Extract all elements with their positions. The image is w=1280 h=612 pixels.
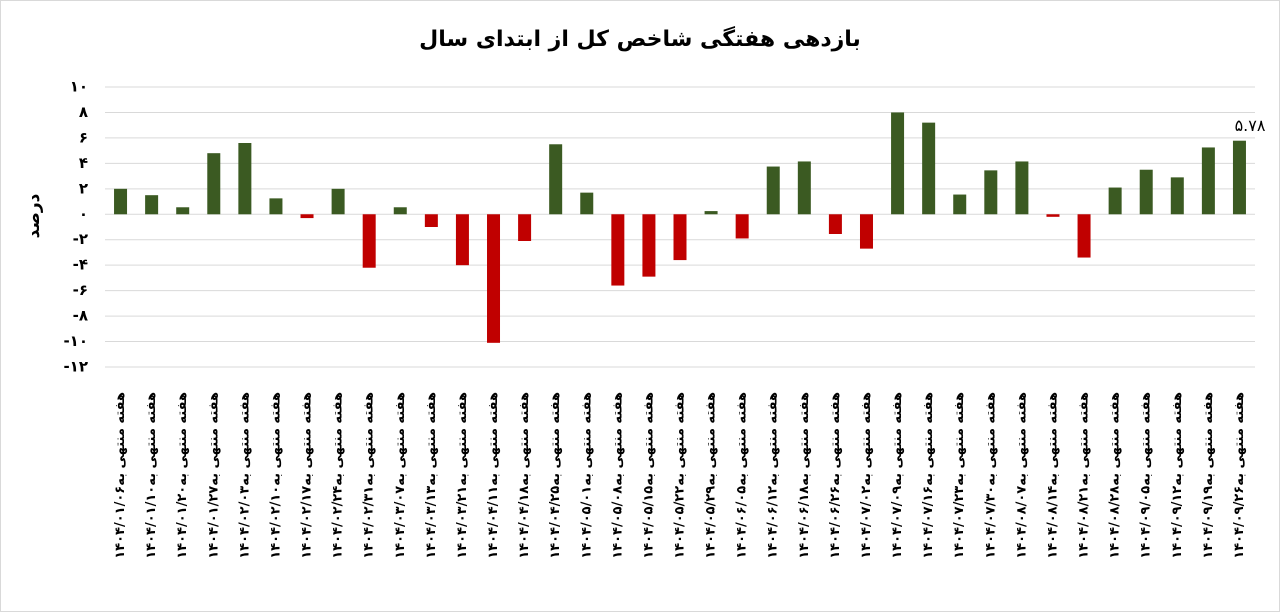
x-tick-label: هفته منتهی به۱۴۰۴/۰۵/۱۵ [641,392,656,559]
x-tick-label: هفته منتهی به۱۴۰۴/۰۲/۰۳ [237,392,252,559]
bar [766,166,780,215]
x-tick-label: هفته منتهی به۱۴۰۴/۰۲/۲۴ [331,392,346,559]
y-tick-label: -۱۲ [63,358,88,376]
x-tick-label: هفته منتهی به۱۴۰۴/۰۹/۰۵ [1139,392,1154,559]
bar [828,214,842,234]
x-tick-label: هفته منتهی به۱۴۰۴/۰۶/۰۵ [735,392,750,559]
x-tick-label: هفته منتهی به۱۴۰۴/۰۸/۲۸ [1108,392,1123,559]
y-tick-label: -۶ [73,281,88,299]
bar [1015,161,1029,215]
bar [269,198,283,215]
x-tick-label: هفته منتهی به۱۴۰۴/۰۵/۰۸ [610,392,625,559]
bar [1201,147,1215,215]
bar [393,207,407,215]
bar [673,214,687,261]
bar [300,214,314,219]
data-label: ۵.۷۸ [1235,116,1266,135]
bar [362,214,376,268]
bar [176,207,190,215]
bar [549,144,563,215]
bar [922,122,936,215]
bar [1232,140,1246,215]
bar [859,214,873,249]
bar [580,192,594,215]
y-tick-label: -۴ [73,256,88,274]
bar [797,161,811,215]
x-tick-label: هفته منتهی به۱۴۰۴/۰۸/۱۴ [1045,392,1060,559]
x-tick-label: هفته منتهی به۱۴۰۴/۰۴/۲۵ [548,392,563,559]
x-tick-label: هفته منتهی به۱۴۰۴/۰۸/۰۷ [1014,392,1029,559]
bar [487,214,501,343]
bar [424,214,438,227]
y-tick-label: -۲ [73,230,88,248]
bar [331,188,345,215]
x-tick-label: هفته منتهی به۱۴۰۴/۰۷/۰۲ [859,392,874,559]
y-tick-label: ۲ [79,179,88,197]
bar [735,214,749,239]
x-tick-label: هفته منتهی به۱۴۰۴/۰۷/۰۹ [890,392,905,559]
bar [704,211,718,215]
x-tick-label: هفته منتهی به۱۴۰۴/۰۹/۲۶ [1232,392,1247,559]
x-tick-label: هفته منتهی به۱۴۰۴/۰۴/۱۱ [486,392,501,559]
bar [518,214,532,241]
x-tick-label: هفته منتهی به۱۴۰۴/۰۱/۰۶ [113,392,128,559]
x-tick-label: هفته منتهی به۱۴۰۴/۰۱/۲۰ [175,392,190,559]
y-tick-label: ۰ [79,205,88,223]
bar [1108,187,1122,215]
x-tick-label: هفته منتهی به۱۴۰۴/۰۶/۱۸ [797,392,812,559]
chart-title: بازدهی هفتگی شاخص کل از ابتدای سال [419,25,861,52]
x-tick-label: هفته منتهی به۱۴۰۴/۰۷/۳۰ [983,392,998,559]
bar [238,143,252,215]
bar [1139,169,1153,215]
bar [207,153,221,215]
bar [611,214,625,286]
y-tick-label: ۴ [79,154,88,172]
x-tick-label: هفته منتهی به۱۴۰۴/۰۱/۱۰ [144,392,159,559]
bar [455,214,469,266]
x-tick-label: هفته منتهی به۱۴۰۴/۰۶/۱۲ [766,392,781,559]
y-tick-label: ۶ [79,128,88,146]
x-tick-label: هفته منتهی به۱۴۰۴/۰۳/۲۱ [455,392,470,559]
x-tick-label: هفته منتهی به۱۴۰۴/۰۳/۱۳ [424,392,439,559]
bar [891,112,905,215]
bar [953,194,967,215]
x-tick-label: هفته منتهی به۱۴۰۴/۰۹/۱۲ [1170,392,1185,559]
bar [1170,177,1184,215]
x-tick-label: هفته منتهی به۱۴۰۴/۰۲/۱۷ [300,392,315,559]
y-tick-label: ۱۰ [70,78,88,96]
bar [145,195,159,215]
x-tick-label: هفته منتهی به۱۴۰۴/۰۴/۱۸ [517,392,532,559]
x-tick-label: هفته منتهی به۱۴۰۴/۰۵/۰۱ [579,392,594,559]
y-tick-label: ۸ [79,103,88,121]
x-tick-label: هفته منتهی به۱۴۰۴/۰۵/۲۲ [673,392,688,559]
x-tick-label: هفته منتهی به۱۴۰۴/۰۹/۱۹ [1201,392,1216,559]
x-tick-label: هفته منتهی به۱۴۰۴/۰۶/۲۶ [828,392,843,559]
x-tick-label: هفته منتهی به۱۴۰۴/۰۳/۰۷ [393,392,408,559]
bar [1077,214,1091,258]
x-tick-label: هفته منتهی به۱۴۰۴/۰۱/۲۷ [206,392,221,559]
bar [114,188,128,215]
x-tick-label: هفته منتهی به۱۴۰۴/۰۷/۱۶ [921,392,936,559]
x-tick-label: هفته منتهی به۱۴۰۴/۰۸/۲۱ [1077,392,1092,559]
y-tick-label: -۱۰ [63,332,88,350]
x-tick-label: هفته منتهی به۱۴۰۴/۰۵/۲۹ [704,392,719,559]
bar [642,214,656,277]
x-tick-label: هفته منتهی به۱۴۰۴/۰۷/۲۳ [952,392,967,559]
y-tick-label: -۸ [73,307,88,325]
bar [984,170,998,215]
x-tick-label: هفته منتهی به۱۴۰۴/۰۲/۳۱ [362,392,377,559]
y-axis-title: درصد [24,193,44,238]
bar [1046,214,1060,217]
x-tick-label: هفته منتهی به۱۴۰۴/۰۲/۱۰ [268,392,283,559]
